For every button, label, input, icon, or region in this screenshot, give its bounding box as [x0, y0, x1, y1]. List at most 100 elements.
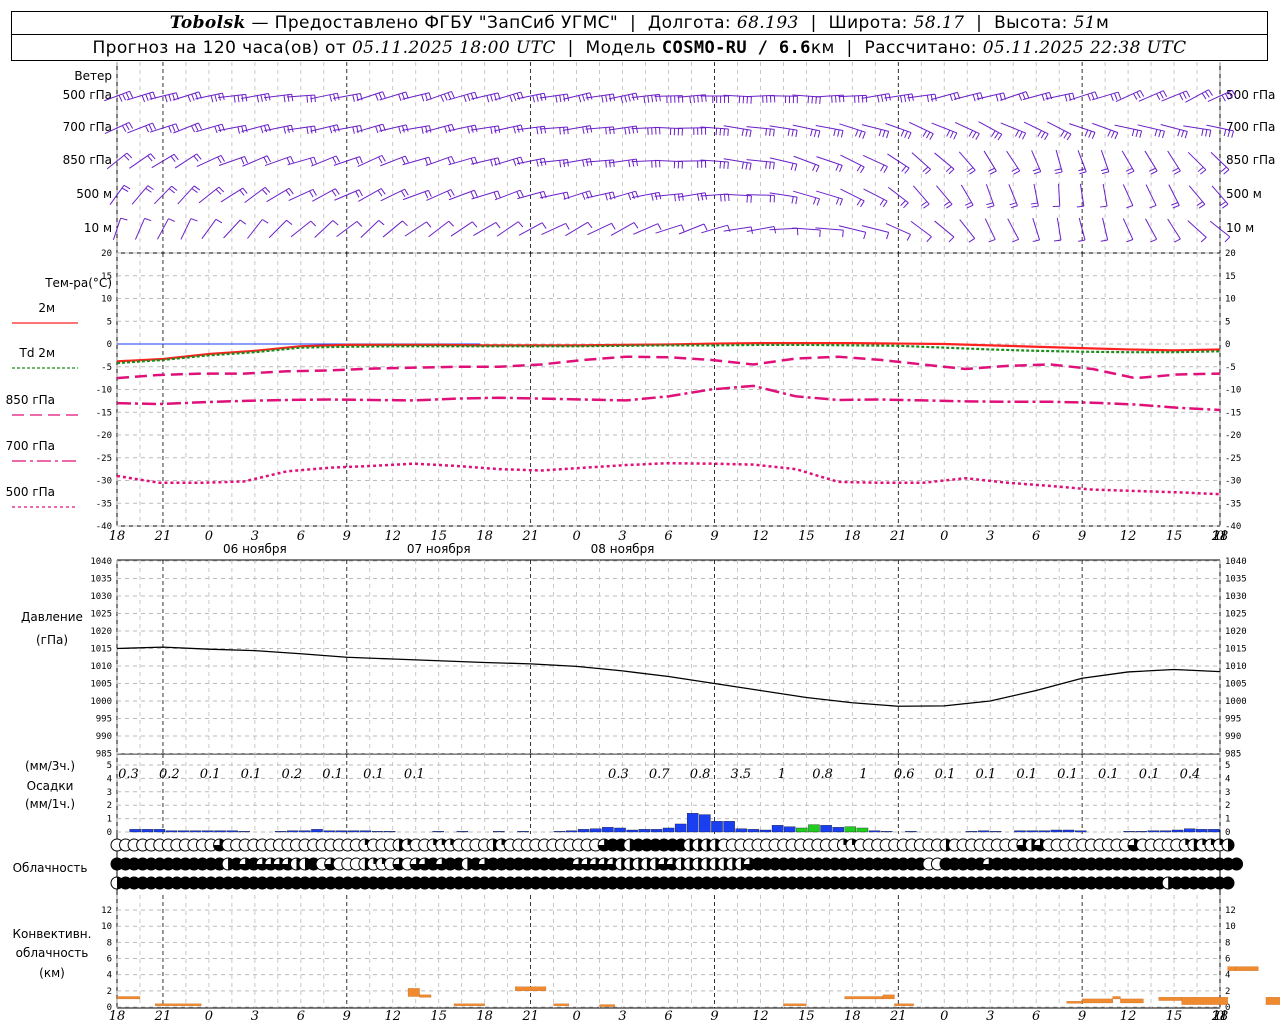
- barb-feather: [421, 94, 425, 102]
- precip-y-tick: 3: [107, 788, 112, 798]
- precip-3h-label: 0.8: [690, 767, 711, 782]
- barb-shaft: [723, 158, 752, 164]
- barb-feather: [704, 192, 708, 200]
- barb-feather: [1139, 90, 1145, 97]
- barb-feather: [624, 95, 628, 103]
- barb-feather: [589, 92, 593, 100]
- barb-feather: [170, 155, 176, 163]
- wind-barb: [379, 124, 409, 134]
- temp-y-tick-right: 0: [1225, 340, 1230, 350]
- barb-shaft: [1137, 124, 1165, 132]
- barb-feather: [906, 234, 911, 241]
- barb-feather: [404, 188, 409, 196]
- barb-feather: [835, 163, 840, 171]
- wind-barb: [428, 220, 455, 238]
- wind-barb: [151, 153, 179, 169]
- wind-barb: [180, 218, 198, 240]
- barb-feather: [948, 168, 955, 175]
- wind-barb: [357, 154, 386, 168]
- barb-feather: [168, 94, 172, 102]
- precip-bar: [384, 831, 396, 833]
- barb-feather: [601, 95, 604, 103]
- wind-barb: [1144, 150, 1158, 175]
- barb-feather: [244, 156, 248, 164]
- precip-bar: [347, 830, 360, 833]
- barb-feather: [628, 94, 631, 102]
- barb-shaft: [769, 192, 798, 198]
- barb-shaft: [356, 123, 384, 133]
- temp-series-line: [116, 461, 1221, 496]
- wind-barb: [426, 189, 455, 201]
- barb-feather: [1110, 94, 1114, 102]
- barb-feather: [765, 128, 768, 136]
- wind-barb: [1032, 217, 1041, 243]
- pressure-y-tick-right: 985: [1225, 750, 1241, 760]
- barb-feather: [1158, 130, 1162, 138]
- barb-feather: [559, 127, 561, 135]
- barb-feather: [233, 95, 236, 103]
- pressure-y-tick-right: 1020: [1225, 627, 1247, 637]
- barb-feather: [972, 131, 977, 139]
- barb-shaft: [287, 156, 315, 166]
- header-line-2: Прогноз на 120 часа(ов) от 05.11.2025 18…: [11, 35, 1268, 61]
- x-tick-day: 06 ноября: [223, 542, 287, 556]
- barb-feather: [627, 193, 632, 201]
- barb-feather: [424, 191, 429, 199]
- barb-feather: [1066, 133, 1072, 141]
- barb-feather: [128, 122, 134, 129]
- wind-barb: [585, 126, 615, 135]
- barb-feather: [856, 165, 862, 172]
- wind-barb: [287, 156, 317, 166]
- x-tick-day: 08 ноября: [591, 542, 655, 556]
- barb-shaft: [677, 127, 706, 129]
- barb-feather: [443, 93, 448, 101]
- barb-shaft: [195, 123, 223, 133]
- cloud-symbol: [1221, 838, 1235, 852]
- barb-shaft: [815, 94, 844, 98]
- barb-shaft: [1188, 185, 1206, 205]
- pressure-y-tick: 1005: [90, 680, 112, 690]
- barb-feather: [900, 200, 906, 206]
- temp-y-tick: -5: [101, 363, 112, 373]
- barb-feather: [1224, 93, 1230, 100]
- barb-feather: [833, 128, 836, 137]
- wind-barb: [539, 126, 569, 135]
- x-tick-hour: 12: [752, 529, 769, 544]
- barb-feather: [541, 222, 547, 229]
- temp-y-tick: 0: [107, 340, 112, 350]
- wind-barb: [1145, 218, 1158, 243]
- x-tick-hour-bottom: 3: [251, 1009, 259, 1024]
- wind-barb: [608, 158, 639, 168]
- wind-barb: [470, 125, 501, 135]
- barb-feather: [815, 96, 817, 104]
- wind-barb: [104, 90, 134, 102]
- barb-feather: [578, 95, 582, 103]
- wind-barb: [1100, 183, 1108, 208]
- wind-barb: [288, 188, 317, 202]
- barb-feather: [493, 191, 498, 199]
- pressure-y-tick-right: 1010: [1225, 662, 1247, 672]
- barb-feather: [1114, 93, 1118, 100]
- wind-barb: [746, 126, 775, 137]
- barb-feather: [470, 125, 474, 133]
- barb-feather: [215, 218, 223, 224]
- precip-3h-label: 0.4: [1180, 767, 1201, 782]
- wind-barb: [1030, 183, 1039, 208]
- precip-bar: [1159, 830, 1172, 833]
- barb-feather: [1064, 94, 1068, 102]
- conv-y-tick-right: 8: [1225, 938, 1230, 948]
- cloud-fill: [1230, 858, 1243, 870]
- barb-shaft: [1007, 218, 1020, 240]
- barb-shaft: [448, 156, 475, 166]
- wind-barb: [912, 185, 930, 209]
- barb-feather: [631, 126, 635, 134]
- barb-shaft: [177, 185, 195, 205]
- precip-bar: [493, 831, 505, 833]
- barb-feather: [1200, 169, 1207, 175]
- barb-feather: [168, 125, 172, 133]
- barb-shaft: [1079, 183, 1085, 207]
- precip-bar: [1196, 829, 1208, 833]
- barb-feather: [329, 94, 333, 102]
- barb-feather: [631, 159, 635, 167]
- temp-y-tick-right: 10: [1225, 295, 1236, 305]
